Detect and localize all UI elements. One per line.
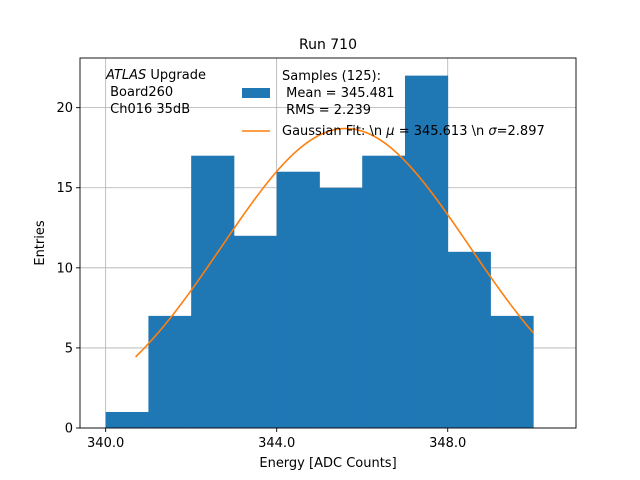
x-tick-label: 348.0 [429, 436, 466, 451]
histogram-bar [276, 171, 320, 428]
y-tick-label: 0 [65, 422, 73, 437]
legend-samples-count: Samples (125): [282, 69, 381, 84]
annotation-channel: Ch016 35dB [106, 102, 190, 117]
histogram-bar [362, 155, 406, 428]
histogram-bar [191, 155, 235, 428]
legend-samples-rms: RMS = 2.239 [282, 103, 371, 118]
x-axis-ticks: 340.0 344.0 348.0 [87, 428, 466, 451]
legend-fit-label: Gaussian Fit: \n μ = 345.613 \n σ=2.897 [282, 124, 545, 139]
legend: Samples (125): Mean = 345.481 RMS = 2.23… [242, 69, 545, 139]
y-tick-label: 5 [65, 341, 73, 356]
x-axis-label: Energy [ADC Counts] [259, 456, 396, 471]
legend-samples-mean: Mean = 345.481 [282, 86, 394, 101]
legend-fit-mu-symbol: μ [385, 124, 394, 139]
histogram-bar [490, 315, 534, 428]
legend-fit-prefix: Gaussian Fit: \n [282, 124, 386, 139]
histogram-bar [447, 251, 491, 428]
svg-text:ATLAS Upgrade: ATLAS Upgrade [105, 68, 206, 83]
annotation-atlas: ATLAS [105, 68, 146, 83]
y-tick-label: 15 [56, 181, 73, 196]
histogram-bar [233, 235, 278, 428]
y-tick-label: 20 [56, 101, 73, 116]
histogram-bar [105, 411, 149, 428]
annotation-upgrade: Upgrade [146, 68, 206, 83]
legend-fit-sigma-symbol: σ [488, 124, 497, 139]
legend-fit-sigma-value: =2.897 [497, 124, 545, 139]
y-tick-label: 10 [56, 261, 73, 276]
histogram-bars [105, 75, 534, 428]
y-axis-ticks: 0 5 10 15 20 [56, 101, 80, 437]
histogram-bar [148, 315, 192, 428]
gaussian-fit-curve [135, 127, 534, 358]
y-axis-label: Entries [33, 220, 48, 266]
legend-bar-swatch [242, 88, 270, 98]
legend-fit-mu-value: = 345.613 \n [395, 124, 489, 139]
x-tick-label: 340.0 [87, 436, 124, 451]
histogram-bar [319, 187, 363, 428]
atlas-annotation: ATLAS Upgrade Board260 Ch016 35dB [105, 68, 206, 117]
histogram-bar [404, 75, 449, 428]
x-tick-label: 344.0 [258, 436, 295, 451]
plot-frame [79, 57, 577, 429]
annotation-board: Board260 [106, 85, 173, 100]
chart-title: Run 710 [299, 37, 357, 53]
